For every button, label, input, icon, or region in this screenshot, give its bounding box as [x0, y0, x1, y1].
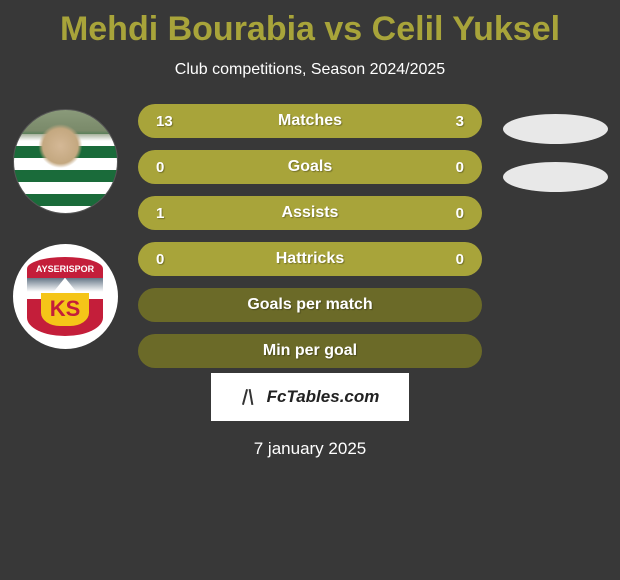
player-photo: [13, 109, 118, 214]
stat-right-value: 0: [456, 159, 464, 176]
stat-left-value: 13: [156, 113, 173, 130]
stat-label: Min per goal: [263, 342, 357, 360]
ellipse-shape: [503, 162, 608, 192]
stat-left-value: 0: [156, 251, 164, 268]
right-column: [490, 104, 620, 368]
ellipse-shape: [503, 114, 608, 144]
stat-left-value: 1: [156, 205, 164, 222]
stat-label: Goals: [288, 158, 332, 176]
date-text: 7 january 2025: [254, 439, 366, 459]
stat-row-assists: 1 Assists 0: [138, 196, 482, 230]
stat-right-value: 0: [456, 205, 464, 222]
stat-label: Assists: [282, 204, 339, 222]
stat-label: Hattricks: [276, 250, 344, 268]
chart-icon: [241, 387, 261, 407]
logo-inner: AYSERISPOR KS: [18, 249, 113, 344]
content-area: AYSERISPOR KS 13 Matches 3 0 Goals 0 1: [0, 104, 620, 368]
page-title: Mehdi Bourabia vs Celil Yuksel: [60, 10, 560, 49]
stat-row-mpg: Min per goal: [138, 334, 482, 368]
branding-text: FcTables.com: [267, 387, 380, 407]
left-column: AYSERISPOR KS: [0, 104, 130, 368]
stat-label: Goals per match: [247, 296, 372, 314]
branding-box: FcTables.com: [211, 373, 410, 421]
subtitle: Club competitions, Season 2024/2025: [175, 61, 445, 79]
stat-row-hattricks: 0 Hattricks 0: [138, 242, 482, 276]
stat-left-value: 0: [156, 159, 164, 176]
stat-right-value: 3: [456, 113, 464, 130]
stat-row-goals: 0 Goals 0: [138, 150, 482, 184]
stat-row-matches: 13 Matches 3: [138, 104, 482, 138]
stat-label: Matches: [278, 112, 342, 130]
stats-column: 13 Matches 3 0 Goals 0 1 Assists 0 0 Hat…: [130, 104, 490, 368]
club-logo: AYSERISPOR KS: [13, 244, 118, 349]
stat-row-gpm: Goals per match: [138, 288, 482, 322]
stat-right-value: 0: [456, 251, 464, 268]
logo-ks-text: KS: [41, 293, 88, 326]
